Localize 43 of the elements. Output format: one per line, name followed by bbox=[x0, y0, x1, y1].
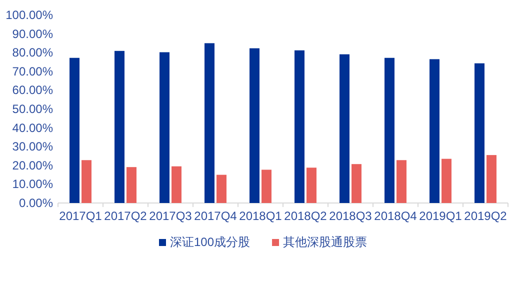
x-tick-label: 2018Q3 bbox=[329, 209, 372, 223]
x-tick-label: 2019Q2 bbox=[464, 209, 508, 223]
bar bbox=[396, 160, 406, 203]
bar bbox=[384, 58, 394, 203]
bar bbox=[250, 48, 260, 203]
x-tick-label: 2019Q1 bbox=[419, 209, 462, 223]
y-tick-label: 30.00% bbox=[12, 140, 54, 154]
bar bbox=[306, 168, 316, 203]
x-tick-label: 2018Q2 bbox=[284, 209, 328, 223]
y-tick-label: 10.00% bbox=[12, 177, 54, 192]
bar bbox=[486, 155, 496, 203]
bar bbox=[160, 52, 170, 203]
legend-label: 其他深股通股票 bbox=[283, 235, 368, 249]
bar bbox=[82, 160, 92, 203]
bar bbox=[262, 170, 272, 203]
bar bbox=[474, 63, 484, 203]
x-tick-label: 2017Q1 bbox=[59, 209, 102, 223]
bar bbox=[430, 59, 440, 203]
y-tick-label: 80.00% bbox=[12, 46, 54, 60]
x-tick-label: 2018Q4 bbox=[374, 209, 418, 223]
bar bbox=[70, 58, 80, 203]
bar bbox=[204, 43, 214, 203]
bar bbox=[114, 50, 124, 203]
y-tick-label: 40.00% bbox=[12, 120, 54, 135]
legend-label: 深证100成分股 bbox=[170, 235, 250, 249]
x-tick-label: 2017Q2 bbox=[104, 209, 148, 223]
y-tick-label: 70.00% bbox=[12, 64, 54, 78]
bar bbox=[340, 54, 350, 203]
x-tick-label: 2017Q3 bbox=[149, 209, 192, 223]
y-tick-label: 50.00% bbox=[12, 102, 54, 116]
x-tick-label: 2018Q1 bbox=[239, 209, 282, 223]
bar bbox=[352, 164, 362, 203]
y-tick-label: 60.00% bbox=[12, 83, 54, 98]
bar bbox=[216, 174, 226, 203]
bar bbox=[172, 166, 182, 203]
x-tick-label: 2017Q4 bbox=[194, 209, 238, 223]
bar bbox=[442, 158, 452, 203]
y-tick-label: 0.00% bbox=[18, 196, 54, 210]
y-tick-label: 90.00% bbox=[12, 26, 54, 41]
y-tick-label: 100.00% bbox=[6, 8, 54, 22]
y-tick-label: 20.00% bbox=[12, 158, 54, 172]
bar bbox=[126, 167, 136, 203]
bar bbox=[294, 50, 304, 203]
